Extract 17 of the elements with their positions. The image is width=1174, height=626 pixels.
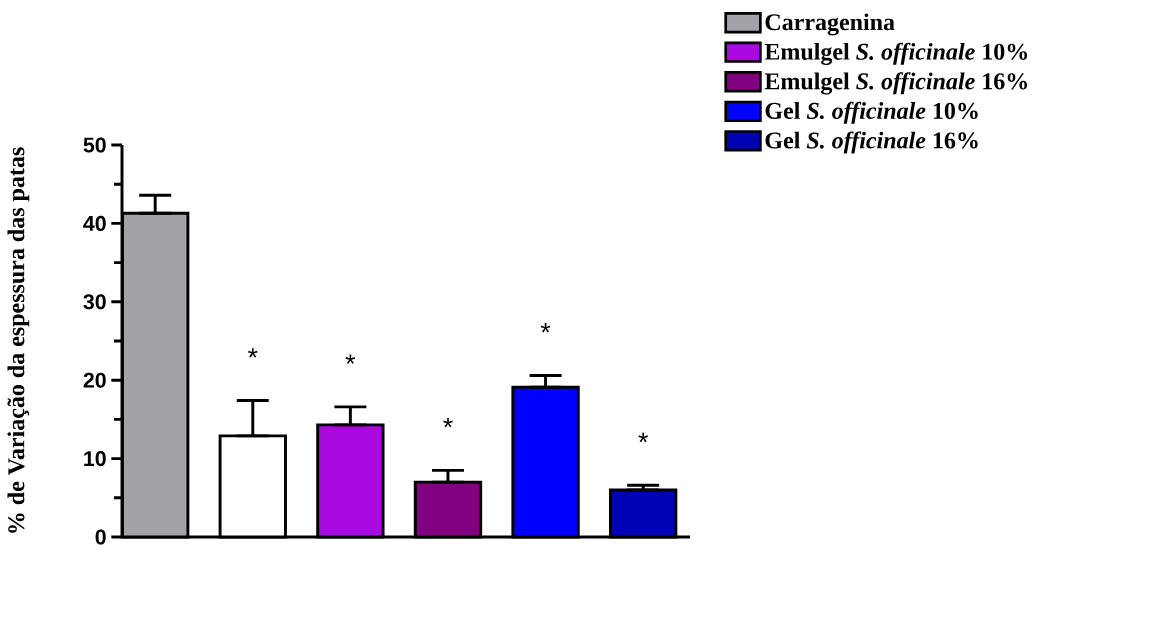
annotation: * [638, 432, 648, 443]
legend-label: Gel S. officinale 10% [765, 101, 978, 124]
y-tick-label: 50 [83, 137, 106, 153]
y-tick-label: 20 [83, 372, 106, 388]
legend-label: Emulgel S. officinale 10% [764, 42, 1028, 65]
y-axis-title: % de Variação da espessura das patas [7, 147, 30, 533]
y-tick-label: 40 [83, 215, 106, 231]
y-tick-label: 30 [83, 294, 106, 310]
legend-label: Gel S. officinale 16% [765, 131, 978, 154]
y-tick-label: 0 [95, 529, 106, 545]
annotation: * [248, 348, 258, 358]
annotation: * [540, 323, 551, 333]
legend-label: Carragenina [765, 13, 895, 36]
legend-label: Emulgel S. officinale 16% [764, 72, 1028, 95]
y-tick-label: 10 [84, 451, 106, 467]
annotation: * [345, 354, 356, 364]
annotation: * [443, 417, 453, 428]
